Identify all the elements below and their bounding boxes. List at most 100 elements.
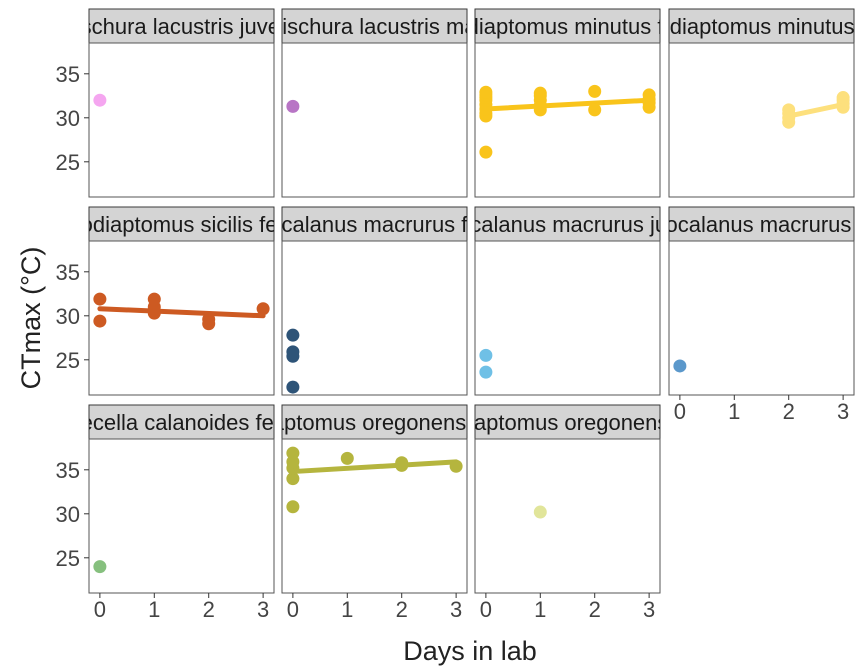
x-tick-label: 1	[148, 597, 160, 622]
data-point	[479, 348, 493, 362]
y-tick-label: 30	[56, 106, 80, 131]
x-tick-label: 2	[589, 597, 601, 622]
x-tick-label: 3	[450, 597, 462, 622]
x-tick-label: 1	[728, 399, 740, 424]
panel-border	[668, 240, 855, 396]
facet-strip-label: Leptodiaptomus minutus female	[412, 14, 724, 39]
facet-panel: Epischura lacustris juvenile 25 30 35	[49, 8, 314, 198]
data-point	[286, 380, 300, 394]
facet-strip-label: Limnocalanus macrurus juvenile	[410, 212, 724, 237]
data-point	[340, 451, 354, 465]
facet-panel: Limnocalanus macrurus female	[222, 206, 528, 396]
facet-strip-label: Limnocalanus macrurus male	[618, 212, 864, 237]
data-point	[533, 86, 547, 100]
panel-border	[668, 42, 855, 198]
facet-strip	[88, 404, 275, 440]
facet-panel: Senecella calanoides female 25 30 35 0 1 2 3	[41, 404, 321, 622]
facet-strip-label: Limnocalanus macrurus female	[222, 212, 528, 237]
panel-border	[88, 438, 275, 594]
facet-panel: Limnocalanus macrurus juvenile	[410, 206, 724, 396]
data-point	[533, 505, 547, 519]
y-tick-label: 25	[56, 150, 80, 175]
facet-strip-label: Leptodiaptomus minutus male	[615, 14, 864, 39]
data-point	[479, 365, 493, 379]
trend-line	[786, 102, 846, 119]
facet-strip	[668, 206, 855, 242]
data-point	[286, 328, 300, 342]
panel-border	[88, 42, 275, 198]
data-point	[286, 500, 300, 514]
y-tick-label: 35	[56, 260, 80, 285]
facet-panel: Leptodiaptomus sicilis female 25 30 35	[38, 206, 325, 396]
data-point	[286, 472, 300, 486]
data-point	[782, 103, 796, 117]
x-tick-label: 3	[837, 399, 849, 424]
facet-panel: Leptodiaptomus minutus female	[412, 8, 724, 198]
y-tick-label: 25	[56, 546, 80, 571]
y-axis-title: CTmax (°C)	[16, 247, 46, 390]
data-point	[93, 292, 107, 306]
trend-line	[483, 97, 652, 112]
trend-line	[290, 459, 459, 475]
x-tick-label: 1	[341, 597, 353, 622]
panel-border	[474, 240, 661, 396]
x-tick-label: 1	[534, 597, 546, 622]
data-point	[286, 99, 300, 113]
data-point	[93, 560, 107, 574]
facet-panel: Leptodiaptomus minutus male	[615, 8, 864, 198]
x-tick-label: 3	[257, 597, 269, 622]
facet-strip-label: Skistodiaptomus oregonensis male	[397, 410, 738, 435]
y-tick-label: 25	[56, 348, 80, 373]
facet-strip	[281, 206, 468, 242]
data-point	[836, 91, 850, 105]
facet-strip	[88, 206, 275, 242]
data-point	[93, 314, 107, 328]
data-point	[449, 459, 463, 473]
x-tick-label: 0	[480, 597, 492, 622]
facet-strip	[474, 8, 661, 44]
facet-strip-label: Skistodiaptomus oregonensis female	[195, 410, 555, 435]
x-tick-label: 2	[396, 597, 408, 622]
x-tick-label: 3	[643, 597, 655, 622]
data-point	[642, 88, 656, 102]
x-tick-label: 0	[94, 597, 106, 622]
data-point	[147, 292, 161, 306]
facet-strip	[474, 404, 661, 440]
facet-strip	[88, 8, 275, 44]
facet-panel: Skistodiaptomus oregonensis male 0 1 2 3	[397, 404, 738, 622]
data-point	[588, 84, 602, 98]
data-point	[286, 446, 300, 460]
data-point	[93, 93, 107, 107]
data-point	[286, 345, 300, 359]
y-tick-label: 35	[56, 458, 80, 483]
data-point	[479, 145, 493, 159]
x-axis-title: Days in lab	[403, 636, 537, 666]
facet-panel: Epischura lacustris male	[255, 8, 493, 198]
data-point	[588, 103, 602, 117]
facet-strip-label: Epischura lacustris juvenile	[49, 14, 314, 39]
trend-line	[97, 306, 266, 319]
facet-panel: Limnocalanus macrurus male 0 1 2 3	[618, 206, 864, 424]
panel-border	[281, 240, 468, 396]
data-point	[202, 312, 216, 326]
facet-strip	[281, 8, 468, 44]
x-tick-label: 0	[287, 597, 299, 622]
data-point	[395, 456, 409, 470]
facet-strip-label: Epischura lacustris male	[255, 14, 493, 39]
data-point	[256, 302, 270, 316]
data-point	[479, 85, 493, 99]
x-tick-label: 2	[783, 399, 795, 424]
panel-border	[474, 438, 661, 594]
y-tick-label: 30	[56, 304, 80, 329]
facet-strip-label: Leptodiaptomus sicilis female	[38, 212, 325, 237]
facet-strip-label: Senecella calanoides female	[41, 410, 321, 435]
panel-border	[474, 42, 661, 198]
x-tick-label: 0	[674, 399, 686, 424]
data-point	[673, 359, 687, 373]
facet-panel: Skistodiaptomus oregonensis female 0 1 2 3	[195, 404, 555, 622]
plot-layer: Epischura lacustris juvenile253035Episch…	[38, 8, 864, 622]
panel-border	[281, 42, 468, 198]
y-tick-label: 35	[56, 62, 80, 87]
x-tick-label: 2	[203, 597, 215, 622]
